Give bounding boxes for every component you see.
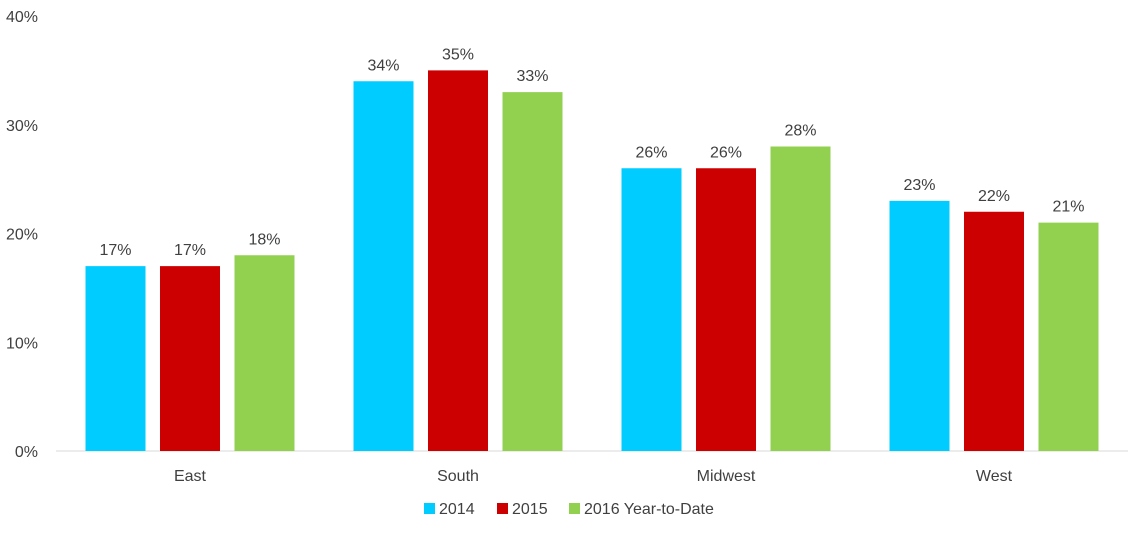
data-label: 23% — [903, 177, 935, 194]
legend-label: 2015 — [512, 501, 548, 518]
bar-south-2014 — [353, 81, 414, 451]
y-tick-label: 0% — [15, 444, 38, 461]
data-label: 21% — [1052, 199, 1084, 216]
bar-south-2015 — [428, 70, 488, 451]
bar-midwest-2014 — [621, 168, 682, 451]
bars-group — [85, 70, 1099, 451]
data-label: 33% — [516, 68, 548, 85]
category-label-south: South — [437, 468, 479, 485]
data-label: 26% — [710, 144, 742, 161]
bar-east-2015 — [160, 266, 220, 451]
data-label: 34% — [367, 57, 399, 74]
bar-east-2016-year-to-date — [234, 255, 295, 451]
legend: 2014 2015 2016 Year-to-Date — [424, 501, 714, 518]
y-axis-tick-labels: 0% 10% 20% 30% 40% — [6, 9, 38, 461]
bar-east-2014 — [85, 266, 146, 451]
bar-west-2015 — [964, 211, 1024, 451]
y-tick-label: 20% — [6, 227, 38, 244]
legend-swatch — [569, 503, 580, 514]
data-label: 26% — [635, 144, 667, 161]
bar-south-2016-year-to-date — [502, 92, 563, 451]
x-axis-category-labels: East South Midwest West — [174, 468, 1013, 485]
category-label-west: West — [976, 468, 1013, 485]
data-label: 28% — [784, 123, 816, 140]
category-label-midwest: Midwest — [697, 468, 756, 485]
legend-swatch — [497, 503, 508, 514]
data-label: 18% — [248, 231, 280, 248]
legend-label: 2016 Year-to-Date — [584, 501, 714, 518]
data-label: 17% — [174, 242, 206, 259]
bar-midwest-2016-year-to-date — [770, 146, 831, 451]
data-label: 35% — [442, 46, 474, 63]
y-tick-label: 30% — [6, 118, 38, 135]
data-label: 17% — [99, 242, 131, 259]
y-tick-label: 10% — [6, 335, 38, 352]
y-tick-label: 40% — [6, 9, 38, 26]
bar-midwest-2015 — [696, 168, 756, 451]
category-label-east: East — [174, 468, 207, 485]
legend-label: 2014 — [439, 501, 475, 518]
data-label: 22% — [978, 188, 1010, 205]
data-labels-group: 17% 17% 18% 34% 35% 33% 26% 26% 28% 23% 22% 21% — [99, 46, 1084, 259]
legend-swatch — [424, 503, 435, 514]
bar-west-2016-year-to-date — [1038, 222, 1099, 451]
bar-west-2014 — [889, 200, 950, 451]
